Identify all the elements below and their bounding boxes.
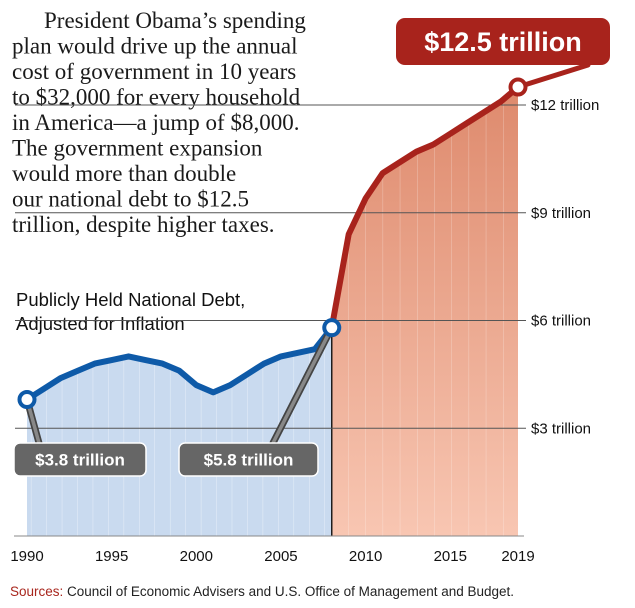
x-tick-label: 1990 — [10, 548, 43, 565]
data-point-marker — [322, 318, 342, 338]
chart-title: Publicly Held National Debt, Adjusted for… — [16, 289, 245, 334]
x-tick-label: 2010 — [349, 548, 382, 565]
y-tick-label: $12 trillion — [531, 97, 599, 114]
y-tick-label: $3 trillion — [531, 420, 591, 437]
callout-box — [13, 442, 147, 477]
intro-line: cost of government in 10 years — [12, 59, 296, 84]
historical-area — [27, 327, 332, 536]
callout-box — [178, 442, 319, 477]
area-layer — [27, 87, 518, 537]
chart-title-line: Adjusted for Inflation — [16, 313, 185, 334]
source-label: Sources: — [10, 584, 63, 599]
y-tick-label: $9 trillion — [531, 205, 591, 222]
callout-leader — [515, 62, 591, 90]
intro-line: trillion, despite higher taxes. — [12, 212, 275, 237]
x-tick-label: 2000 — [180, 548, 213, 565]
projected-line — [328, 84, 521, 331]
line-layer — [24, 84, 521, 403]
historical-line — [24, 324, 335, 403]
intro-line: to $32,000 for every household — [12, 85, 301, 110]
chart-title-line: Publicly Held National Debt, — [16, 289, 245, 310]
intro-line: The government expansion — [12, 136, 263, 161]
callout-label: $3.8 trillion — [35, 451, 125, 470]
y-tick-label: $6 trillion — [531, 313, 591, 330]
intro-line: plan would drive up the annual — [12, 34, 298, 59]
intro-line: in America—a jump of $8,000. — [12, 110, 299, 135]
callout-box — [396, 18, 610, 65]
data-point-marker — [508, 77, 528, 97]
callout-label: $5.8 trillion — [204, 451, 294, 470]
x-tick-label: 1995 — [95, 548, 128, 565]
data-point-marker — [17, 390, 37, 410]
intro-line: President Obama’s spending — [44, 8, 306, 33]
axis-layer: 1990 1995 2000 2005 2010 2015 2019 — [10, 535, 535, 565]
intro-line: our national debt to $12.5 — [12, 187, 249, 212]
projected-area-stripes — [331, 87, 518, 537]
source-text: Council of Economic Advisers and U.S. Of… — [63, 584, 514, 599]
x-tick-label: 2019 — [501, 548, 534, 565]
source-note: Sources: Council of Economic Advisers an… — [10, 584, 514, 599]
x-tick-label: 2005 — [264, 548, 297, 565]
callout-label: $12.5 trillion — [424, 27, 582, 57]
grid-layer: $3 trillion $6 trillion $9 trillion $12 tri… — [15, 97, 599, 437]
callout-leader-inner — [271, 325, 334, 445]
x-tick-label: 2015 — [434, 548, 467, 565]
callout-layer: $3.8 trillion $5.8 trillion $12.5 trillion — [13, 18, 610, 477]
intro-line: would more than double — [12, 161, 236, 186]
